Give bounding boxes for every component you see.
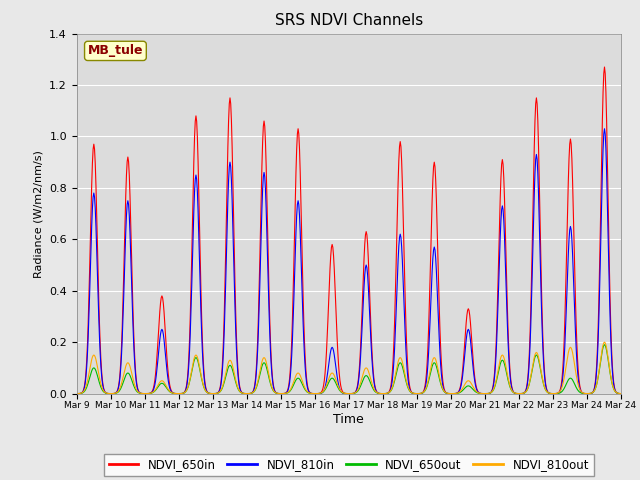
- NDVI_810in: [137, 390, 145, 396]
- Y-axis label: Radiance (W/m2/nm/s): Radiance (W/m2/nm/s): [34, 150, 44, 277]
- NDVI_810in: [406, 385, 413, 391]
- NDVI_810out: [617, 391, 625, 396]
- NDVI_650out: [601, 342, 609, 348]
- X-axis label: Time: Time: [333, 413, 364, 426]
- NDVI_650out: [284, 390, 292, 396]
- NDVI_810out: [284, 389, 292, 395]
- NDVI_810in: [264, 257, 271, 263]
- NDVI_810out: [237, 389, 244, 395]
- Legend: NDVI_650in, NDVI_810in, NDVI_650out, NDVI_810out: NDVI_650in, NDVI_810in, NDVI_650out, NDV…: [104, 454, 594, 476]
- NDVI_650in: [601, 64, 609, 70]
- NDVI_810out: [405, 386, 413, 392]
- NDVI_650out: [435, 375, 443, 381]
- NDVI_650in: [405, 377, 413, 383]
- NDVI_810in: [73, 391, 81, 396]
- NDVI_650out: [405, 386, 413, 392]
- NDVI_810in: [344, 391, 352, 396]
- NDVI_810out: [137, 390, 145, 396]
- Text: MB_tule: MB_tule: [88, 44, 143, 58]
- Line: NDVI_810in: NDVI_810in: [77, 129, 621, 394]
- NDVI_650out: [617, 391, 625, 396]
- Line: NDVI_810out: NDVI_810out: [77, 342, 621, 394]
- NDVI_810in: [601, 126, 609, 132]
- NDVI_650in: [264, 226, 271, 231]
- NDVI_650in: [137, 390, 145, 396]
- NDVI_810out: [264, 365, 271, 371]
- NDVI_650out: [264, 369, 271, 375]
- NDVI_810out: [73, 391, 81, 396]
- NDVI_650in: [435, 304, 443, 310]
- NDVI_650out: [73, 391, 81, 396]
- NDVI_810out: [601, 339, 609, 345]
- NDVI_650out: [137, 391, 145, 396]
- NDVI_650in: [284, 385, 292, 391]
- Title: SRS NDVI Channels: SRS NDVI Channels: [275, 13, 423, 28]
- NDVI_650in: [73, 391, 81, 396]
- NDVI_650in: [237, 387, 244, 393]
- NDVI_810in: [284, 387, 292, 393]
- NDVI_810in: [237, 388, 244, 394]
- NDVI_650out: [237, 389, 244, 395]
- NDVI_650in: [617, 391, 625, 396]
- Line: NDVI_650in: NDVI_650in: [77, 67, 621, 394]
- NDVI_810in: [617, 391, 625, 396]
- Line: NDVI_650out: NDVI_650out: [77, 345, 621, 394]
- NDVI_810out: [435, 372, 443, 378]
- NDVI_810in: [436, 350, 444, 356]
